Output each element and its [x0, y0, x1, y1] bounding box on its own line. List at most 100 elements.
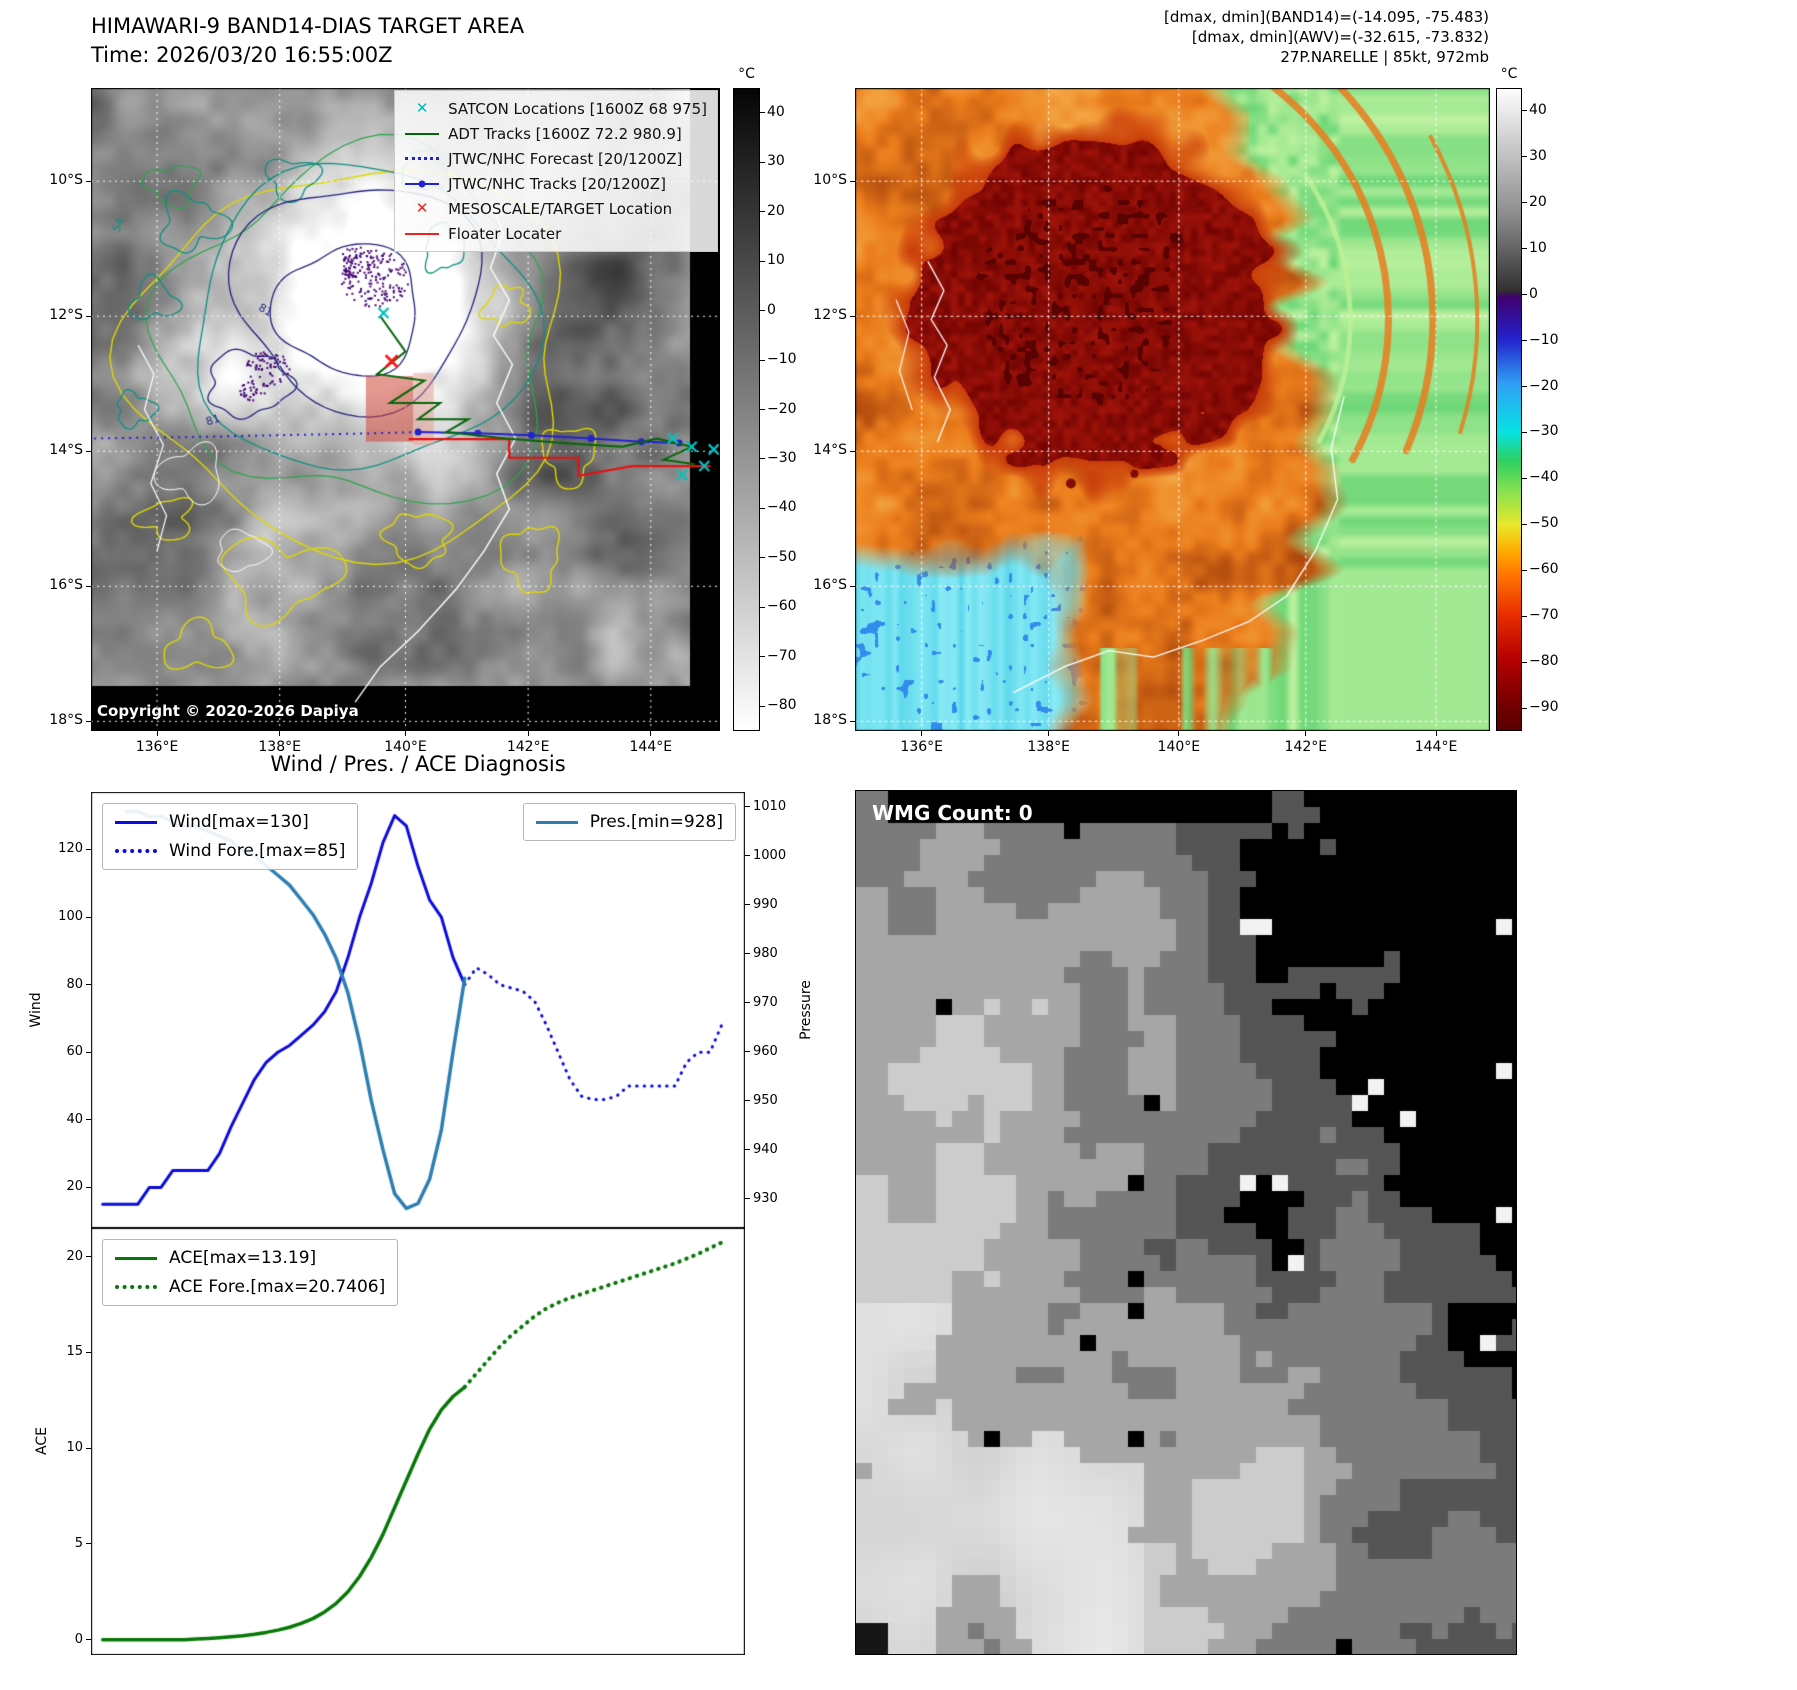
- ace-legend: ACE[max=13.19] ACE Fore.[max=20.7406]: [102, 1239, 399, 1306]
- tl-subtitle: Time: 2026/03/20 16:55:00Z: [91, 43, 393, 67]
- chart-legend-label: ACE[max=13.19]: [169, 1248, 317, 1268]
- colorbar-tick-label: −30: [767, 449, 797, 466]
- x-marker-icon: ✕: [415, 199, 429, 217]
- colorbar-tick-mark: [760, 260, 765, 262]
- dotted-line-icon: [115, 1285, 157, 1289]
- y-tick-label: 10°S: [813, 172, 847, 189]
- colorbar-tick-mark: [1522, 156, 1527, 158]
- colorbar-tick-label: −30: [1529, 423, 1559, 440]
- y-tick-label: 16°S: [49, 577, 83, 594]
- x-tick-label: 138°E: [1027, 739, 1070, 755]
- tl-title: HIMAWARI-9 BAND14-DIAS TARGET AREA: [91, 14, 525, 38]
- y-tick-mark: [745, 855, 750, 857]
- colorbar-tick-label: −50: [767, 548, 797, 565]
- tl-colorbar-unit: °C: [738, 66, 755, 82]
- x-tick-label: 142°E: [1284, 739, 1328, 755]
- colorbar-tick-mark: [760, 161, 765, 163]
- map-legend-label: ADT Tracks [1600Z 72.2 980.9]: [448, 124, 682, 143]
- y-tick-mark: [86, 1051, 91, 1053]
- colorbar-tick-label: 30: [767, 153, 785, 170]
- colorbar-tick-mark: [760, 359, 765, 361]
- x-tick-label: 144°E: [1414, 739, 1458, 755]
- y-tick-label: 14°S: [813, 442, 847, 459]
- y-tick-label: 5: [74, 1535, 83, 1551]
- y-tick-label: 20: [66, 1248, 83, 1264]
- colorbar-tick-label: 40: [1529, 101, 1547, 118]
- x-tick-mark: [1305, 731, 1307, 736]
- tr-colorbar: [1496, 88, 1522, 731]
- colorbar-tick-label: −90: [1529, 699, 1559, 716]
- map-legend-item: ADT Tracks [1600Z 72.2 980.9]: [405, 123, 707, 144]
- x-tick-mark: [405, 731, 406, 736]
- colorbar-tick-mark: [760, 507, 765, 509]
- colorbar-tick-label: −60: [767, 598, 797, 615]
- colorbar-tick-mark: [1522, 248, 1527, 250]
- colorbar-tick-mark: [1522, 340, 1527, 342]
- map-legend: ✕ SATCON Locations [1600Z 68 975] ADT Trac…: [394, 90, 718, 252]
- y-tick-label: 10°S: [49, 172, 83, 189]
- y-tick-mark: [745, 953, 750, 955]
- map-legend-item: JTWC/NHC Tracks [20/1200Z]: [405, 173, 707, 194]
- awv-satellite-map: [855, 88, 1490, 731]
- y-tick-label: 20: [66, 1179, 83, 1195]
- colorbar-tick-mark: [1522, 661, 1527, 663]
- dotted-line-icon: [115, 849, 157, 853]
- y-tick-mark: [86, 1447, 91, 1449]
- y-tick-label: 15: [66, 1344, 83, 1360]
- map-legend-label: JTWC/NHC Tracks [20/1200Z]: [448, 174, 666, 193]
- map-legend-label: Floater Locater: [448, 224, 562, 243]
- x-tick-label: 142°E: [506, 739, 550, 755]
- colorbar-tick-label: −10: [1529, 331, 1559, 348]
- line-icon: [115, 820, 157, 824]
- wind-legend: Wind[max=130] Wind Fore.[max=85]: [102, 803, 359, 870]
- colorbar-tick-label: −40: [767, 499, 797, 516]
- y-tick-label: 60: [66, 1044, 83, 1060]
- y-tick-mark: [86, 1639, 91, 1641]
- chart-legend-item: ACE[max=13.19]: [115, 1248, 385, 1268]
- x-tick-mark: [156, 731, 158, 736]
- y-tick-mark: [86, 1351, 91, 1353]
- y-tick-mark: [86, 1119, 91, 1121]
- y-tick-label: 0: [74, 1631, 83, 1647]
- x-tick-label: 144°E: [629, 739, 673, 755]
- y-tick-mark: [86, 984, 91, 986]
- y-tick-mark: [86, 1256, 91, 1258]
- y-tick-label: 960: [753, 1043, 778, 1059]
- y-tick-mark: [86, 315, 91, 317]
- wmg-panel: WMG Count: 0: [855, 790, 1517, 1655]
- chart-legend-item: ACE Fore.[max=20.7406]: [115, 1277, 385, 1297]
- y-tick-label: 14°S: [49, 442, 83, 459]
- chart-legend-label: ACE Fore.[max=20.7406]: [169, 1277, 386, 1297]
- pressure-legend: Pres.[min=928]: [522, 803, 736, 841]
- colorbar-tick-mark: [1522, 110, 1527, 112]
- wind-axis-label: Wind: [28, 992, 44, 1028]
- y-tick-mark: [745, 1100, 750, 1102]
- colorbar-tick-mark: [760, 409, 765, 410]
- y-tick-label: 16°S: [813, 577, 847, 594]
- y-tick-label: 970: [753, 994, 778, 1010]
- y-tick-label: 1000: [753, 847, 787, 863]
- colorbar-tick-label: −70: [1529, 607, 1559, 624]
- x-tick-label: 138°E: [258, 739, 301, 755]
- map-legend-label: SATCON Locations [1600Z 68 975]: [448, 99, 707, 118]
- y-tick-mark: [850, 720, 855, 722]
- y-tick-label: 990: [753, 896, 778, 912]
- y-tick-mark: [86, 848, 91, 850]
- pressure-axis-label: Pressure: [798, 980, 814, 1040]
- y-tick-mark: [745, 1051, 750, 1053]
- y-tick-mark: [86, 180, 91, 182]
- line-icon: [405, 123, 440, 144]
- y-tick-label: 950: [753, 1092, 778, 1108]
- colorbar-tick-mark: [1522, 477, 1527, 479]
- y-tick-label: 120: [58, 841, 83, 857]
- x-tick-mark: [527, 731, 529, 736]
- x-tick-mark: [1048, 731, 1050, 736]
- colorbar-tick-label: −80: [1529, 653, 1559, 670]
- colorbar-tick-label: 10: [1529, 239, 1547, 256]
- map-legend-label: JTWC/NHC Forecast [20/1200Z]: [448, 149, 683, 168]
- colorbar-tick-label: −60: [1529, 561, 1559, 578]
- x-tick-label: 136°E: [135, 739, 179, 755]
- dotted-line-icon: [405, 148, 440, 169]
- colorbar-tick-label: −20: [767, 400, 797, 417]
